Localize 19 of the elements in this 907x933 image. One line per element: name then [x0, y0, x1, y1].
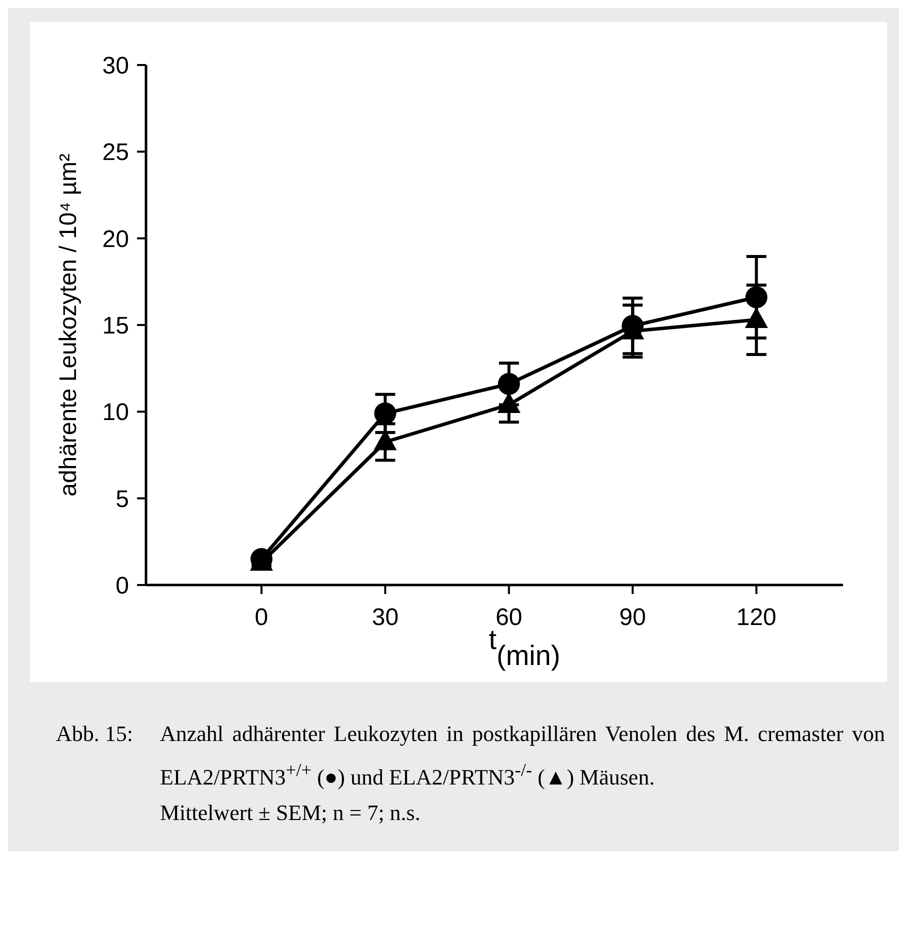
text: Anzahl adhärenter Leukozyten in postkapillären Venolen des M. cremaster von ELA2/PRTN3$^{+/+}$ (●) und ELA2/PRTN3$^{-/-}$ (▲) Mäusen. — [160, 720, 885, 792]
y-tick-label: 20 — [102, 226, 129, 253]
x-tick-label: 120 — [736, 604, 776, 632]
text: Mittelwert ± SEM; n = 7; n.s. — [160, 799, 422, 828]
point — [374, 402, 396, 424]
x-tick-label: 90 — [619, 604, 646, 632]
y-tick-label: 5 — [116, 486, 129, 513]
y-tick-label: 10 — [102, 399, 129, 426]
x-tick-label: 60 — [496, 604, 522, 632]
y-tick-label: 25 — [102, 139, 129, 166]
y-tick-label: 15 — [102, 312, 129, 340]
y-tick-label: 0 — [116, 572, 129, 600]
point — [745, 286, 768, 308]
x-tick-label: 30 — [372, 604, 399, 632]
x-tick-label: 0 — [254, 604, 268, 632]
y-axis-title: adhärente Leukozyten / 10⁴ µm² — [55, 153, 82, 497]
point — [498, 372, 520, 395]
y-tick-label: 30 — [102, 52, 129, 80]
caption: Abb. 15: — [56, 720, 134, 748]
